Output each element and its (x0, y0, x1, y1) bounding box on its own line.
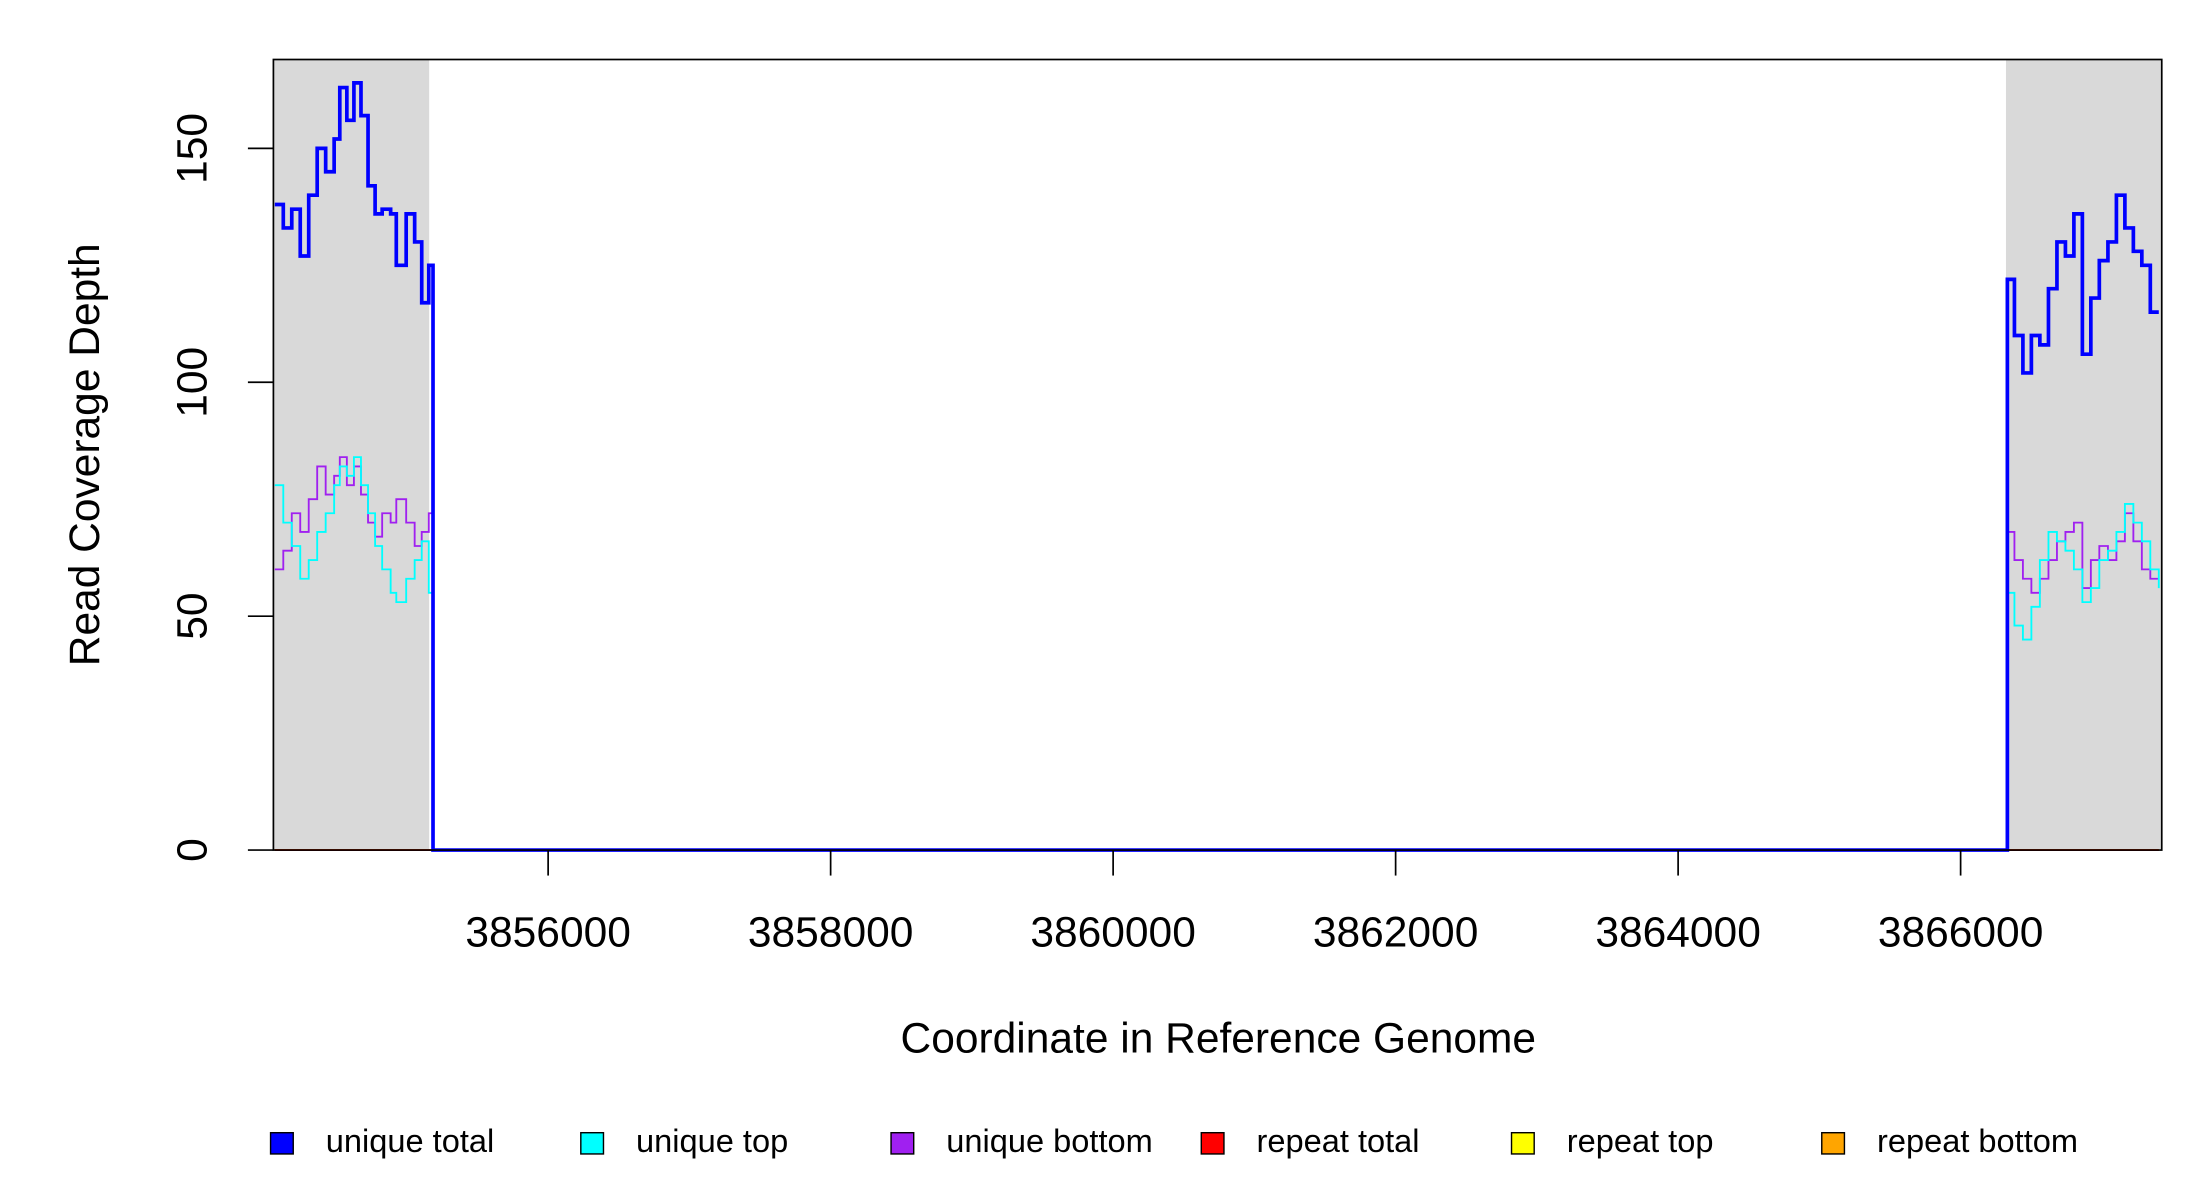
legend-label: unique bottom (946, 1123, 1152, 1159)
x-tick-label: 3864000 (1595, 909, 1760, 956)
shaded-region (2005, 59, 2162, 851)
legend-swatch (269, 1131, 294, 1155)
x-tick-label: 3866000 (1878, 909, 2043, 956)
legend-label: repeat bottom (1877, 1123, 2078, 1159)
legend-swatch (890, 1131, 915, 1155)
x-tick-label: 3862000 (1313, 909, 1478, 956)
x-tick-label: 3856000 (465, 909, 630, 956)
y-tick-label: 100 (170, 347, 217, 418)
y-tick-label: 0 (170, 838, 217, 862)
coverage-line (274, 81, 2159, 852)
x-tick-label: 3860000 (1030, 909, 1195, 956)
legend-label: repeat total (1257, 1123, 1420, 1159)
legend-label: unique total (326, 1123, 494, 1159)
legend-swatch (1821, 1131, 1846, 1155)
y-tick-label: 50 (170, 593, 217, 640)
legend-swatch (1200, 1131, 1225, 1155)
x-tick-label: 3858000 (748, 909, 913, 956)
coverage-line (274, 456, 2159, 851)
legend-label: repeat top (1567, 1123, 1714, 1159)
shaded-region (273, 59, 430, 851)
legend-swatch (1510, 1131, 1535, 1155)
plot-frame (272, 58, 2163, 851)
y-axis-title: Read Coverage Depth (62, 243, 109, 666)
legend-swatch (580, 1131, 605, 1155)
y-tick-label: 150 (170, 113, 217, 184)
coverage-line (274, 456, 2160, 851)
x-axis-title: Coordinate in Reference Genome (901, 1016, 1536, 1063)
legend-label: unique top (636, 1123, 788, 1159)
